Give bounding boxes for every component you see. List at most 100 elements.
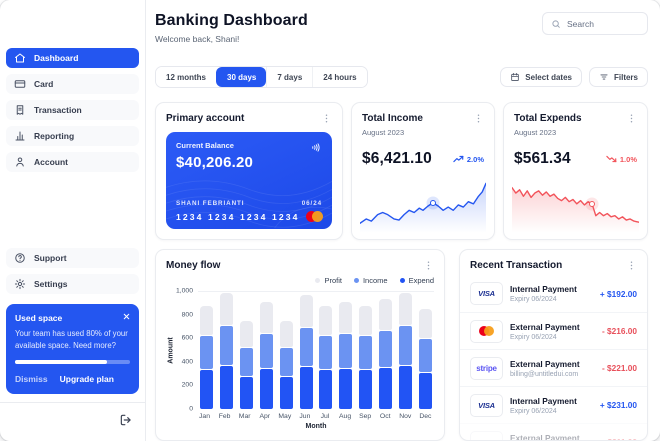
transaction-name: Internal Payment [510,395,577,406]
recent-transactions-panel: Recent Transaction VISA Internal Payment… [459,249,648,441]
y-axis-ticks: 0 200 400 600 800 1,000 [175,287,193,413]
used-space-body: Your team has used 80% of your available… [15,329,128,350]
mastercard-logo [470,319,503,343]
card-number: 1234 1234 1234 1234 [176,212,300,222]
sidebar-item-account[interactable]: Account [6,152,139,172]
range-30-days[interactable]: 30 days [216,67,267,87]
expends-change-value: 1.0% [619,154,637,164]
used-space-title: Used space [15,313,63,324]
total-expends-title: Total Expends [514,113,582,124]
bar-nov[interactable] [399,292,413,409]
logout-icon[interactable] [119,413,133,427]
x-axis-ticks: Jan Feb Mar Apr May Jun Jul Aug Sep Oct Nov Dec [199,413,432,420]
contactless-icon [309,141,322,154]
bar-sep[interactable] [359,292,373,409]
bank-card-content: Current Balance $40,206.20 SHANI FEBRIAN… [166,132,332,229]
visa-logo: VISA [470,393,503,417]
trend-down-icon [606,155,617,163]
bar-apr[interactable] [259,292,273,409]
toolbar: 12 months 30 days 7 days 24 hours Select… [155,66,648,88]
stripe-logo: stripe [470,356,503,380]
bar-feb[interactable] [219,292,233,409]
used-space-actions: Dismiss Upgrade plan [15,374,130,384]
sidebar-item-settings[interactable]: Settings [6,274,139,295]
card-holder-name: SHANI FEBRIANTI [176,200,245,207]
balance-value: $40,206.20 [176,154,254,171]
bank-card[interactable]: Current Balance $40,206.20 SHANI FEBRIAN… [166,132,332,229]
sidebar-item-label: Card [34,79,54,89]
kebab-menu-icon[interactable] [626,113,637,124]
range-24-hours[interactable]: 24 hours [312,67,367,87]
kebab-menu-icon[interactable] [321,113,332,124]
expends-trend-badge: 1.0% [606,155,637,164]
bar-jan[interactable] [200,292,213,409]
search-input[interactable] [567,18,639,29]
welcome-text: Welcome back, Shani! [155,34,240,44]
filters-button[interactable]: Filters [588,67,648,87]
sidebar-item-support[interactable]: Support [6,248,139,269]
kebab-menu-icon[interactable] [626,260,637,271]
used-space-card: Used space Your team has used 80% of you… [6,304,139,394]
bar-mar[interactable] [239,292,253,409]
highlighted-data-point [589,200,595,207]
kebab-menu-icon[interactable] [423,260,434,271]
transaction-row[interactable]: VISA External Payment Expiry 06/2024 - $… [460,423,647,440]
legend-expend: Expend [399,276,434,285]
visa-logo: VISA [470,282,503,305]
select-dates-label: Select dates [525,72,572,82]
bar-oct[interactable] [379,292,393,409]
sidebar-item-label: Settings [34,279,68,290]
close-icon[interactable] [122,312,131,321]
bar-jul[interactable] [319,292,333,409]
transaction-detail: Expiry 06/2024 [510,296,557,303]
legend-income: Income [353,276,388,285]
total-income-title: Total Income [362,113,423,124]
receipt-icon [14,104,26,116]
used-space-progress-fill [15,360,107,364]
select-dates-button[interactable]: Select dates [500,67,582,87]
sidebar-item-reporting[interactable]: Reporting [6,126,139,146]
sidebar-item-card[interactable]: Card [6,74,139,94]
transaction-row[interactable]: VISA Internal Payment Expiry 06/2024 + $… [460,386,647,423]
income-amount: $6,421.10 [362,150,432,167]
filters-label: Filters [613,72,638,82]
logout-row [6,403,139,427]
home-icon [14,52,26,64]
range-12-months[interactable]: 12 months [156,67,217,87]
kebab-menu-icon[interactable] [473,113,484,124]
expends-period: August 2023 [514,128,557,137]
sidebar-item-transaction[interactable]: Transaction [6,100,139,120]
sidebar-item-label: Support [34,253,67,264]
y-axis-title: Amount [167,336,175,364]
main-content: Banking Dashboard Welcome back, Shani! 1… [146,0,660,441]
income-period: August 2023 [362,128,405,137]
bar-plot-area [198,291,434,409]
bar-may[interactable] [279,292,293,409]
range-7-days[interactable]: 7 days [266,67,313,87]
page-header: Banking Dashboard Welcome back, Shani! [155,12,648,56]
transaction-row[interactable]: VISA Internal Payment Expiry 06/2024 + $… [460,275,647,312]
upgrade-plan-link[interactable]: Upgrade plan [59,374,114,384]
transaction-row[interactable]: External Payment Expiry 06/2024 - $216.0… [460,312,647,349]
transaction-row[interactable]: stripe External Payment billing@untitled… [460,349,647,386]
page-header-text: Banking Dashboard Welcome back, Shani! [155,12,308,44]
primary-account-panel: Primary account Current [155,102,343,240]
visa-logo: VISA [470,430,503,440]
bar-jun[interactable] [299,292,313,409]
search-icon [551,19,561,29]
balance-label: Current Balance [176,141,234,150]
bar-aug[interactable] [339,292,353,409]
transaction-detail: Expiry 06/2024 [510,407,557,415]
bar-dec[interactable] [418,292,432,409]
money-flow-legend: Profit Income Expend [166,274,434,286]
used-space-progress-track [15,360,130,364]
recent-transactions-title: Recent Transaction [470,260,563,271]
user-icon [14,156,26,168]
income-line-chart [360,179,486,233]
sidebar-nav: Dashboard Card Transaction Reporting [6,48,139,178]
dismiss-link[interactable]: Dismiss [15,374,48,384]
sidebar-item-dashboard[interactable]: Dashboard [6,48,139,68]
legend-profit: Profit [315,276,342,285]
mastercard-icon [305,211,323,222]
sidebar-item-label: Dashboard [34,53,79,63]
